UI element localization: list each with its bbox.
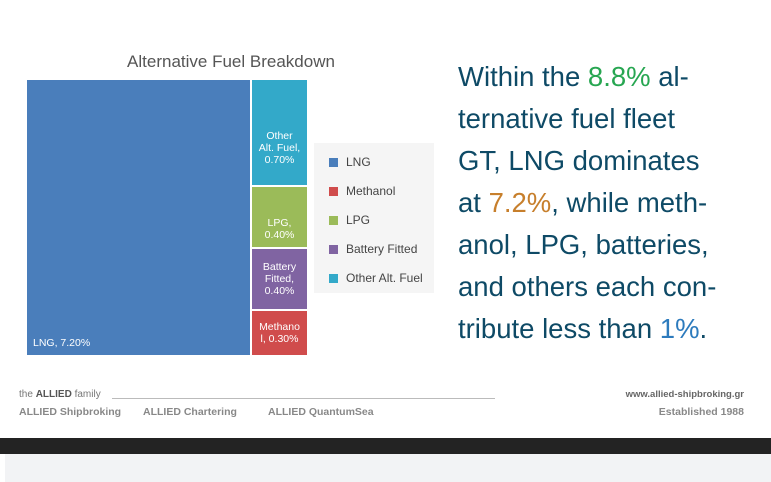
tile-label: Other	[266, 129, 293, 142]
family-brand: ALLIED	[35, 389, 72, 400]
chart-legend: LNG Methanol LPG Battery Fitted Other Alt. F…	[314, 143, 434, 293]
summary-segment: tribute less than	[458, 313, 660, 344]
footer-divider	[112, 398, 495, 399]
legend-label: Other Alt. Fuel	[346, 271, 423, 285]
legend-swatch	[329, 273, 338, 283]
tile-other-alt-fuel: Other Alt. Fuel, 0.70%	[252, 80, 307, 185]
summary-segment: Within the	[458, 61, 588, 92]
summary-segment: , while meth-	[551, 187, 708, 218]
established: Established 1988	[658, 406, 744, 418]
legend-item: Methanol	[329, 184, 395, 198]
tile-methanol: Methano l, 0.30%	[252, 311, 307, 355]
company-quantumsea: ALLIED QuantumSea	[268, 406, 374, 418]
legend-swatch	[329, 244, 338, 254]
summary-line: and others each con-	[458, 266, 716, 308]
highlight-value: 1%	[659, 313, 700, 344]
summary-segment: GT, LNG dominates	[458, 145, 700, 176]
summary-line: at 7.2%, while meth-	[458, 182, 716, 224]
highlight-value: 8.8%	[587, 61, 651, 92]
summary-segment: al-	[650, 61, 689, 92]
summary-line: ternative fuel fleet	[458, 98, 716, 140]
summary-line: Within the 8.8% al-	[458, 56, 716, 98]
tile-label: l, 0.30%	[260, 333, 299, 345]
family-label: the ALLIED family	[19, 389, 101, 400]
legend-label: LNG	[346, 155, 371, 169]
tile-label-lng: LNG, 7.20%	[33, 337, 91, 349]
company-chartering: ALLIED Chartering	[143, 406, 237, 418]
summary-segment: ternative fuel fleet	[458, 103, 676, 134]
tile-label: 0.70%	[264, 153, 295, 166]
summary-line: GT, LNG dominates	[458, 140, 716, 182]
tile-lng: LNG, 7.20%	[27, 80, 250, 355]
tile-label: Alt. Fuel,	[258, 141, 301, 154]
tile-lpg: LPG, 0.40%	[252, 187, 307, 247]
dark-bar	[0, 438, 771, 454]
legend-swatch	[329, 215, 338, 225]
summary-text: Within the 8.8% al-ternative fuel fleet G…	[458, 56, 716, 350]
summary-line: tribute less than 1%.	[458, 308, 716, 350]
tile-label: 0.40%	[264, 285, 295, 297]
gray-area	[5, 454, 771, 482]
highlight-value: 7.2%	[488, 187, 552, 218]
summary-segment: .	[699, 313, 708, 344]
legend-item: Other Alt. Fuel	[329, 271, 423, 285]
family-suffix: family	[71, 389, 101, 400]
legend-item: Battery Fitted	[329, 242, 417, 256]
legend-label: Battery Fitted	[346, 242, 418, 256]
legend-item: LPG	[329, 213, 370, 227]
chart-title: Alternative Fuel Breakdown	[127, 52, 335, 71]
legend-label: Methanol	[346, 184, 396, 198]
tile-label: 0.40%	[264, 229, 295, 241]
legend-item: LNG	[329, 155, 371, 169]
tile-label: Fitted,	[264, 273, 295, 285]
summary-segment: at	[458, 187, 489, 218]
tile-label: LPG,	[267, 217, 292, 229]
website: www.allied-shipbroking.gr	[625, 389, 744, 400]
legend-label: LPG	[346, 213, 371, 227]
company-shipbroking: ALLIED Shipbroking	[19, 406, 122, 418]
summary-segment: anol, LPG, batteries,	[458, 229, 709, 260]
legend-swatch	[329, 157, 338, 167]
family-prefix: the	[19, 389, 36, 400]
tile-label: Battery	[262, 261, 297, 273]
tile-battery-fitted: Battery Fitted, 0.40%	[252, 249, 307, 309]
summary-line: anol, LPG, batteries,	[458, 224, 716, 266]
summary-segment: and others each con-	[458, 271, 717, 302]
legend-swatch	[329, 186, 338, 196]
tile-label: Methano	[259, 321, 300, 333]
